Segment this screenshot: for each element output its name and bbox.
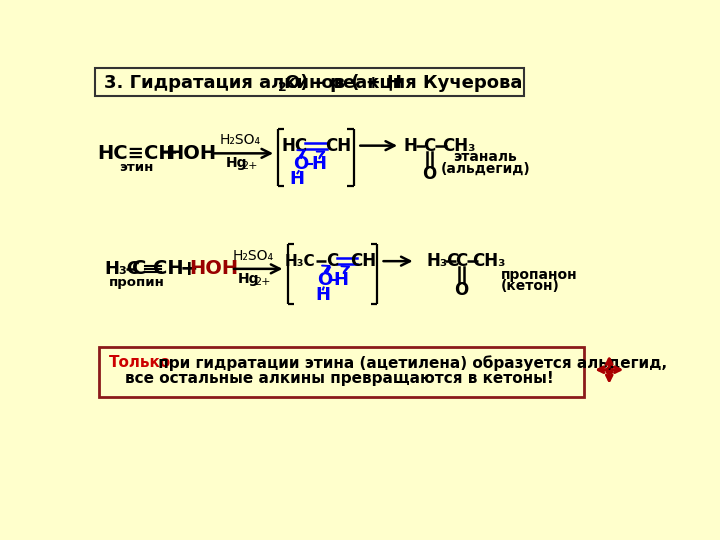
Text: C: C	[132, 259, 147, 278]
Text: H: H	[333, 271, 348, 288]
Text: C: C	[423, 137, 436, 154]
Text: (альдегид): (альдегид)	[441, 162, 530, 176]
Text: H: H	[311, 155, 326, 173]
Text: O: O	[318, 271, 333, 288]
Text: при гидратации этина (ацетилена) образуется альдегид,: при гидратации этина (ацетилена) образуе…	[153, 355, 667, 370]
Text: Hg: Hg	[238, 272, 260, 286]
Text: пропин: пропин	[109, 276, 164, 289]
Text: пропанон: пропанон	[500, 268, 577, 282]
Text: все остальные алкины превращаются в кетоны!: все остальные алкины превращаются в кето…	[125, 372, 554, 387]
Text: HC≡CH: HC≡CH	[98, 144, 175, 163]
Text: Hg: Hg	[226, 157, 247, 170]
Text: 3. Гидратация алкинов ( + H: 3. Гидратация алкинов ( + H	[104, 75, 402, 92]
Text: H₃C: H₃C	[426, 252, 460, 270]
Text: C: C	[325, 252, 338, 270]
Text: H₂SO₄: H₂SO₄	[220, 133, 261, 147]
Text: O) – реакция Кучерова: O) – реакция Кучерова	[285, 75, 523, 92]
Text: HOH: HOH	[189, 259, 238, 278]
Text: CH₃: CH₃	[472, 252, 506, 270]
Text: CH: CH	[153, 259, 184, 278]
Text: HC: HC	[282, 137, 307, 154]
FancyBboxPatch shape	[94, 68, 524, 96]
Text: этаналь: этаналь	[454, 150, 517, 164]
Text: 2+: 2+	[241, 161, 258, 171]
Text: H: H	[289, 170, 305, 188]
Text: O: O	[293, 155, 308, 173]
Text: +: +	[160, 143, 179, 163]
Text: CH: CH	[325, 137, 351, 154]
Text: HOH: HOH	[168, 144, 217, 163]
Text: H₃C: H₃C	[284, 254, 315, 268]
Text: +: +	[180, 259, 199, 279]
Text: 2: 2	[279, 80, 287, 93]
Text: этин: этин	[120, 161, 153, 174]
Text: O: O	[423, 165, 436, 183]
FancyBboxPatch shape	[99, 347, 584, 397]
Text: H₂SO₄: H₂SO₄	[232, 249, 274, 263]
Text: CH₃: CH₃	[442, 137, 476, 154]
Text: 2+: 2+	[254, 277, 270, 287]
Text: H₃C: H₃C	[104, 260, 140, 278]
Text: H: H	[404, 137, 418, 154]
Text: CH: CH	[351, 252, 377, 270]
Text: C: C	[455, 252, 467, 270]
Text: (кетон): (кетон)	[500, 279, 559, 293]
Text: H: H	[315, 286, 330, 304]
Text: O: O	[454, 281, 468, 299]
Text: Только: Только	[109, 355, 171, 370]
